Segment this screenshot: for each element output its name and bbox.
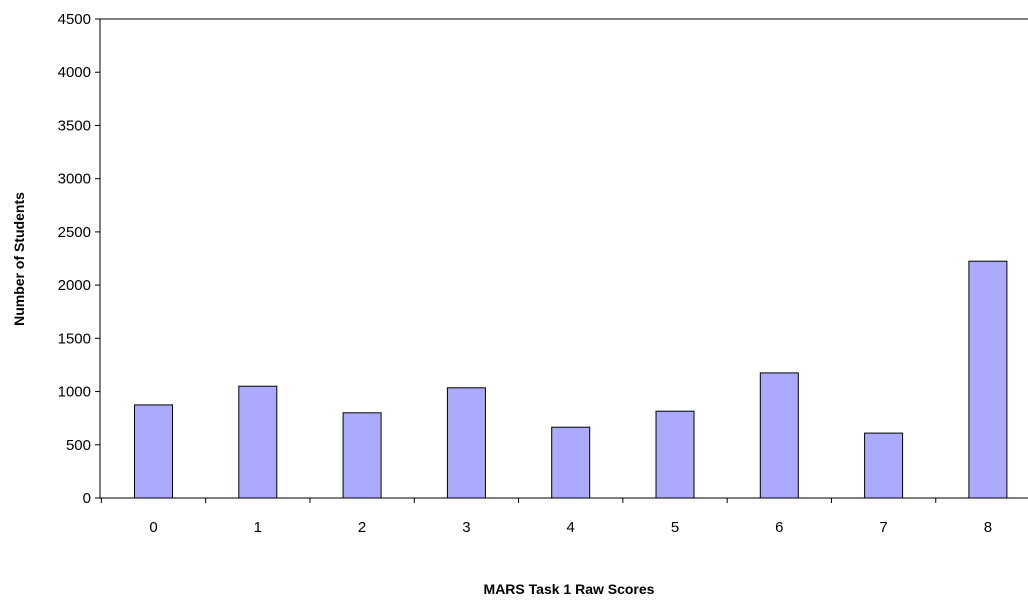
y-tick-label: 1000 bbox=[58, 384, 91, 401]
x-axis-title: MARS Task 1 Raw Scores bbox=[484, 581, 655, 596]
x-tick-label: 5 bbox=[671, 519, 679, 536]
y-axis-title: Number of Students bbox=[11, 192, 27, 326]
bar-0 bbox=[134, 404, 173, 499]
x-tick-label: 7 bbox=[879, 519, 887, 536]
x-tick-label: 4 bbox=[567, 519, 575, 536]
bar-4 bbox=[551, 426, 591, 499]
x-tick-label: 1 bbox=[254, 519, 262, 536]
y-tick-label: 4000 bbox=[58, 64, 91, 81]
bars-layer bbox=[134, 260, 1008, 499]
bar-3 bbox=[446, 387, 486, 499]
y-tick-label: 2500 bbox=[58, 224, 91, 241]
x-tick-label: 2 bbox=[358, 519, 366, 536]
y-tick-label: 3500 bbox=[58, 117, 91, 134]
y-tick-label: 1500 bbox=[58, 330, 91, 347]
y-tick-label: 2000 bbox=[58, 277, 91, 294]
bar-2 bbox=[342, 412, 382, 499]
x-tick-label: 3 bbox=[462, 519, 470, 536]
y-tick-label: 4500 bbox=[58, 11, 91, 28]
x-tick-label: 0 bbox=[149, 519, 157, 536]
bar-6 bbox=[759, 372, 799, 499]
bar-7 bbox=[864, 432, 904, 499]
bar-1 bbox=[238, 385, 278, 499]
axes-layer bbox=[99, 18, 1028, 499]
ticks-layer: 0 500 1000 1500 2000 2500 3000 3500 4000 4500 0 1 2 3… bbox=[58, 11, 992, 536]
y-tick-label: 0 bbox=[83, 490, 91, 507]
y-tick-label: 3000 bbox=[58, 171, 91, 188]
bar-8 bbox=[968, 260, 1008, 499]
x-tick-label: 6 bbox=[775, 519, 783, 536]
x-tick-label: 8 bbox=[984, 519, 992, 536]
bar-5 bbox=[655, 410, 695, 499]
y-tick-label: 500 bbox=[66, 437, 91, 454]
